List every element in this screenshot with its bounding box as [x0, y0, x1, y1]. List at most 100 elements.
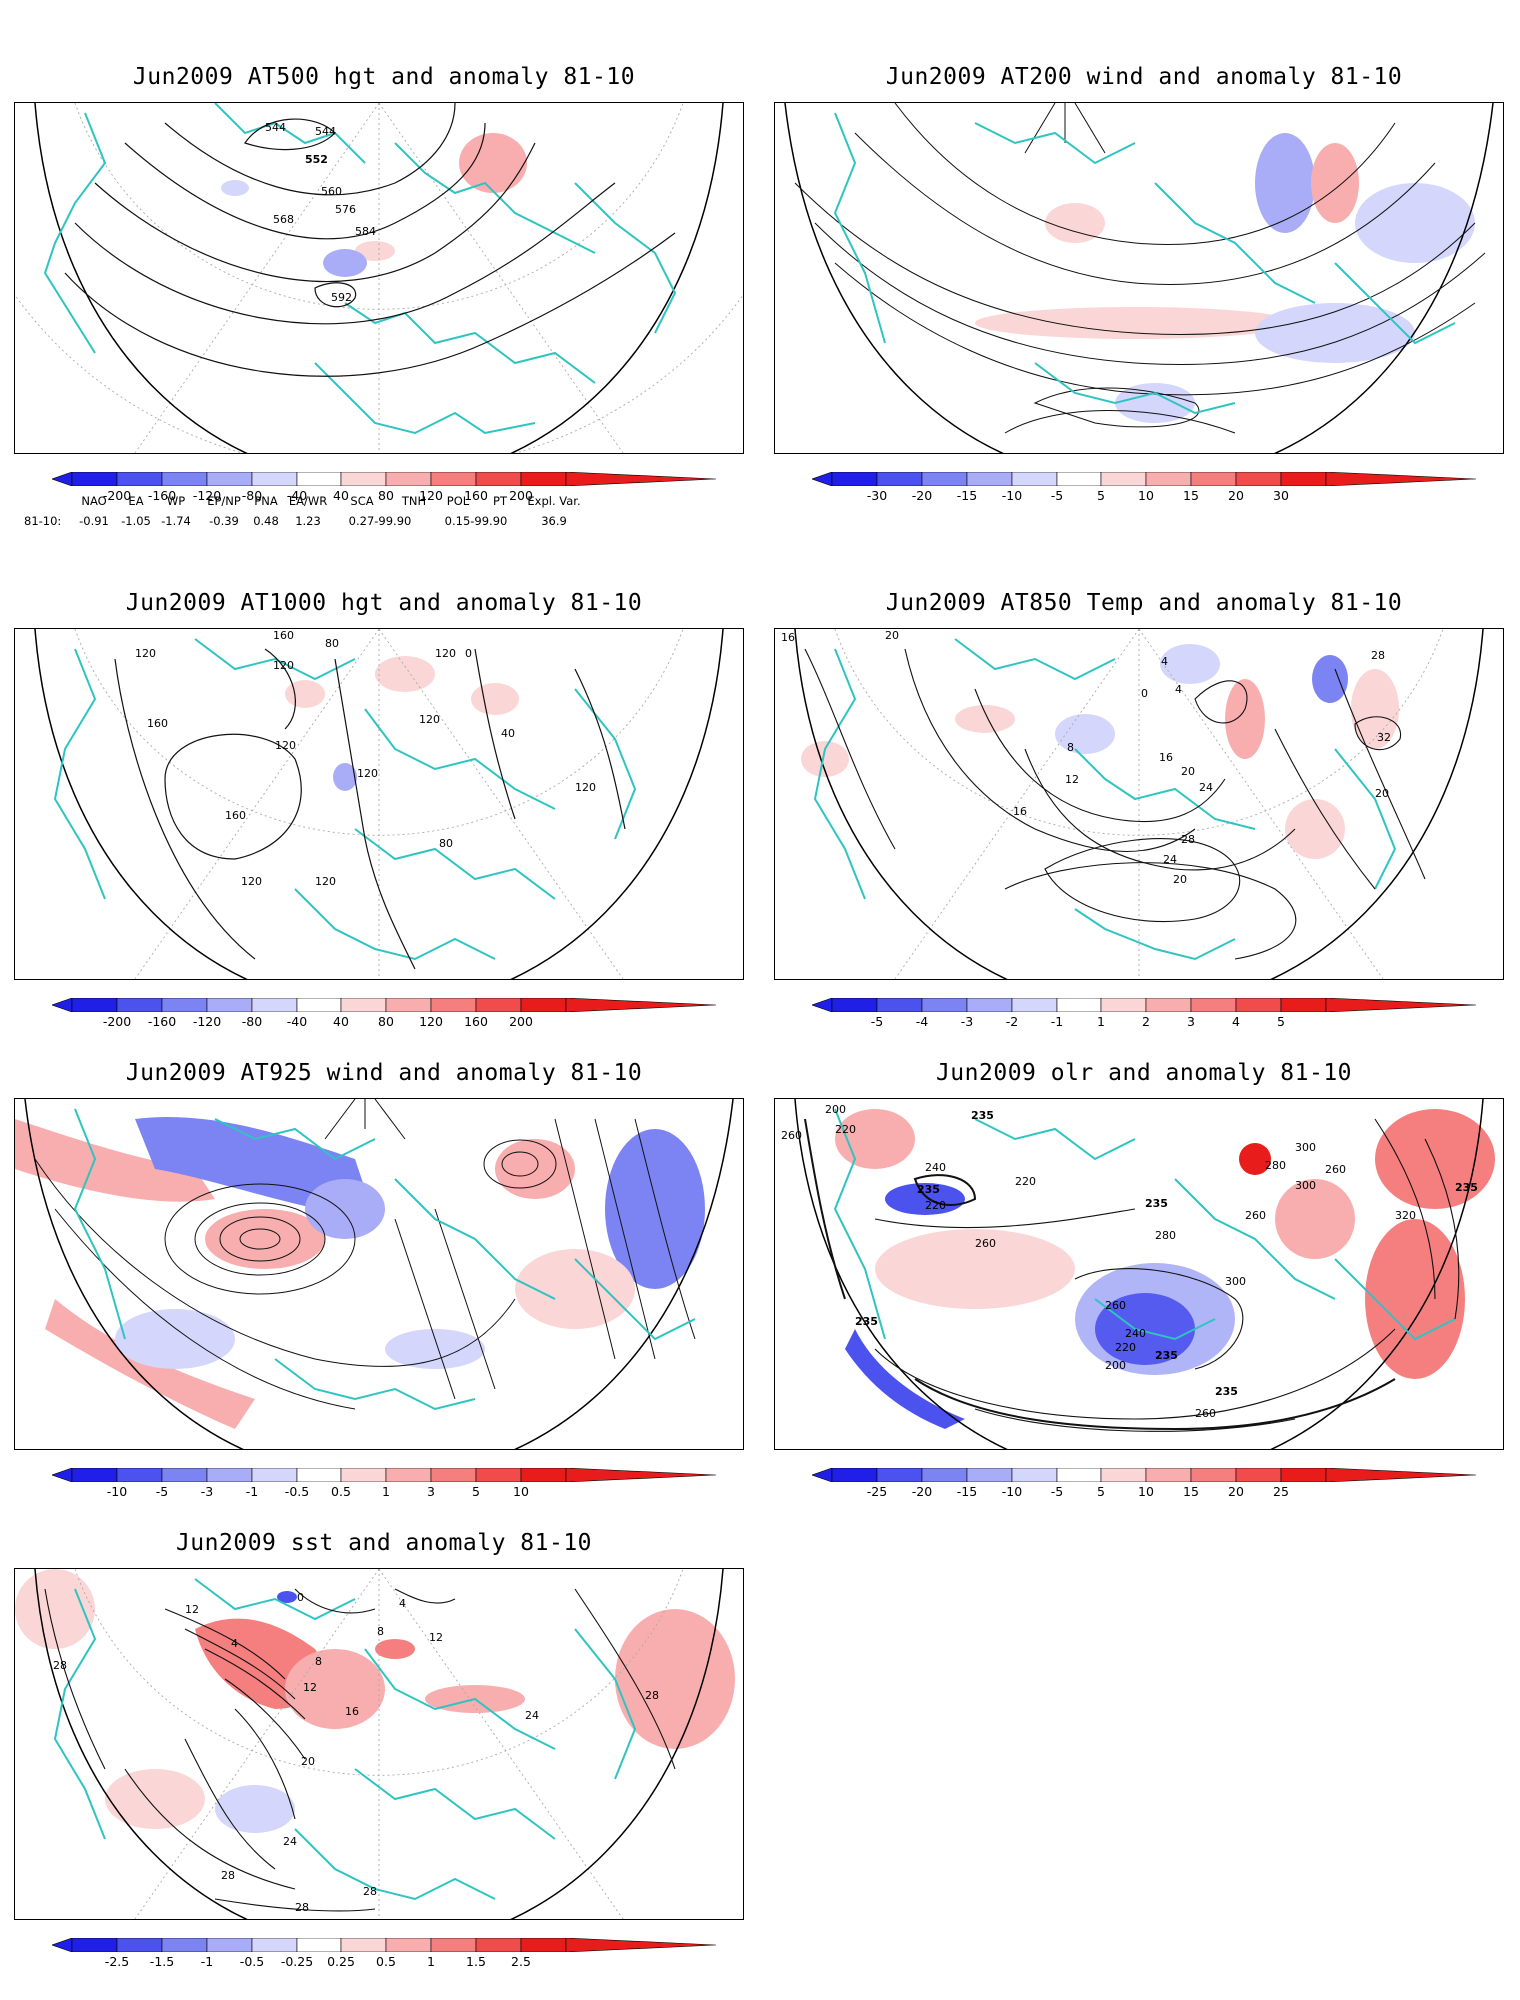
colorbar-box — [251, 1468, 298, 1482]
streamline — [324, 1099, 406, 1140]
colorbar-box — [430, 998, 477, 1012]
colorbar-box — [206, 998, 253, 1012]
contour-label: 120 — [575, 781, 596, 794]
colorbar-box — [1145, 998, 1192, 1012]
colorbar-box — [251, 1938, 298, 1952]
contour-line — [574, 668, 626, 830]
contour-line — [94, 142, 536, 282]
colorbar — [812, 472, 1476, 486]
contour-label: 0 — [465, 647, 472, 660]
colorbar — [52, 1938, 716, 1952]
streamline — [219, 1216, 301, 1262]
colorbar — [812, 998, 1476, 1012]
contour-label: 220 — [1015, 1175, 1036, 1188]
anomaly-positive — [1285, 799, 1345, 859]
colorbar-tick-label: -2 — [1005, 1014, 1019, 1029]
anomaly-positive — [1045, 203, 1105, 243]
index-value: 0.15-99.90 — [444, 514, 508, 528]
anomaly-positive — [15, 1119, 215, 1202]
contour-label: 200 — [1105, 1359, 1126, 1372]
colorbar-tick-label: 40 — [333, 1014, 349, 1029]
contour-label: 235 — [855, 1315, 878, 1328]
panel-title: Jun2009 AT850 Temp and anomaly 81-10 — [885, 590, 1403, 616]
colorbar-tick-label: -15 — [956, 1484, 978, 1499]
colorbar-tick-label: -15 — [956, 488, 978, 503]
colorbar-box — [876, 472, 923, 486]
contour-label: 280 — [1265, 1159, 1286, 1172]
panel-at850: Jun2009 AT850 Temp and anomaly 81-10 — [774, 590, 1514, 1050]
contour-label: 120 — [273, 659, 294, 672]
map-frame: 16 20 4 4 0 28 8 16 32 12 20 24 16 28 20… — [774, 628, 1504, 980]
teleconnection-indices: 81-10: NAO -0.91 EA -1.05 WP -1.74 EP/NP -0.39 P… — [14, 494, 754, 534]
contour-label: 235 — [1145, 1197, 1168, 1210]
colorbar-box — [1056, 1468, 1102, 1482]
colorbar-tick-label: 5 — [1097, 488, 1105, 503]
anomaly-negative — [1075, 1263, 1235, 1375]
contour-label: 12 — [303, 1681, 317, 1694]
colorbar-arrow-left — [52, 1468, 73, 1482]
anomaly-negative — [845, 1329, 965, 1429]
colorbar-tick-label: 15 — [1183, 488, 1199, 503]
anomaly-positive — [1375, 1109, 1495, 1209]
contour-label: 260 — [1195, 1407, 1216, 1420]
contour-label: 552 — [305, 153, 328, 166]
colorbar-tick-label: 120 — [419, 1014, 443, 1029]
contour-label: 16 — [781, 631, 795, 644]
colorbar-tick-label: -40 — [286, 1014, 308, 1029]
contour-label: 16 — [1159, 751, 1173, 764]
contour-label: 120 — [357, 767, 378, 780]
map-boundary — [784, 103, 1494, 453]
colorbar-arrow-left — [52, 472, 73, 486]
contour-label: 260 — [1325, 1163, 1346, 1176]
anomaly-negative — [1312, 655, 1348, 703]
anomaly-positive — [1275, 1179, 1355, 1259]
contour-label: 220 — [1115, 1341, 1136, 1354]
contour-line — [74, 182, 616, 325]
colorbar-arrow-left — [52, 1938, 73, 1952]
colorbar-box — [116, 472, 163, 486]
map-boundary — [34, 103, 724, 453]
contour-label: 20 — [1375, 787, 1389, 800]
colorbar-box — [1235, 998, 1282, 1012]
colorbar-tick-label: 80 — [378, 1014, 394, 1029]
index-value: 36.9 — [541, 514, 567, 528]
map-boundary — [794, 629, 1484, 979]
streamline — [554, 1118, 616, 1360]
coastline — [294, 1828, 496, 1901]
colorbar-arrow-left — [52, 998, 73, 1012]
coastline — [354, 1768, 556, 1840]
colorbar — [52, 472, 716, 486]
anomaly-negative — [1255, 133, 1315, 233]
contour-label: 300 — [1295, 1179, 1316, 1192]
colorbar-arrow-right — [565, 1468, 716, 1482]
coastline — [574, 1258, 696, 1341]
colorbar-box — [1011, 1468, 1058, 1482]
contour-label: 120 — [275, 739, 296, 752]
contour-label: 240 — [925, 1161, 946, 1174]
colorbar-tick-label: -120 — [192, 1014, 222, 1029]
colorbar-tick-label: -0.25 — [280, 1954, 314, 1969]
coastline — [394, 1178, 556, 1300]
map-frame — [14, 1098, 744, 1450]
colorbar-arrow-right — [1325, 1468, 1476, 1482]
contour-label: 235 — [1455, 1181, 1478, 1194]
colorbar-tick-label: -4 — [915, 1014, 929, 1029]
colorbar-tick-label: 2.5 — [511, 1954, 531, 1969]
coastline — [43, 112, 107, 354]
colorbar-arrow-left — [812, 472, 833, 486]
contour-line — [184, 1628, 296, 1700]
contour-label: 4 — [399, 1597, 406, 1610]
colorbar-box — [876, 1468, 923, 1482]
colorbar-box — [921, 472, 968, 486]
colorbar-box — [340, 1468, 387, 1482]
streamline — [834, 262, 1476, 396]
contour-label: 260 — [1105, 1299, 1126, 1312]
streamline — [194, 1202, 326, 1276]
anomaly-negative — [115, 1309, 235, 1369]
contour-line — [294, 1588, 376, 1614]
anomaly-positive — [285, 1649, 385, 1729]
contour-line — [164, 733, 302, 860]
contour-line — [804, 648, 896, 850]
coastline — [73, 1108, 126, 1340]
colorbar-box — [340, 472, 387, 486]
